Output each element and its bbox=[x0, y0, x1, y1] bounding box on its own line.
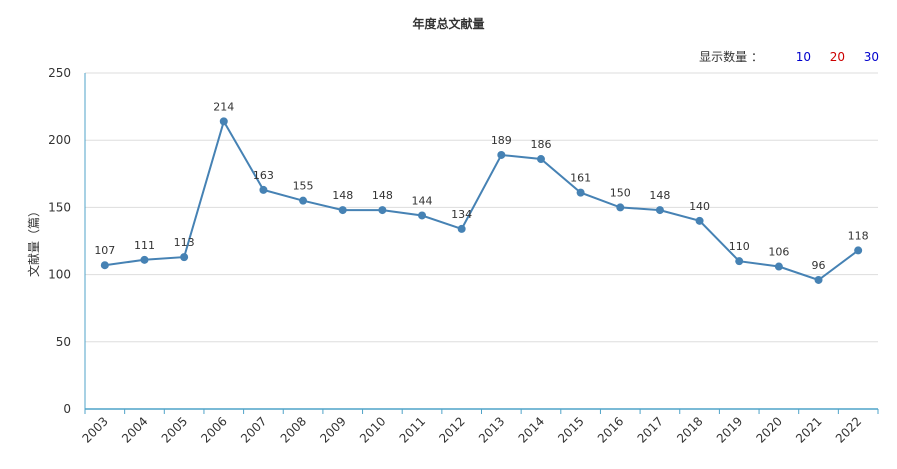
x-tick-label: 2017 bbox=[635, 414, 666, 445]
x-tick-label: 2011 bbox=[397, 414, 428, 445]
data-point[interactable] bbox=[100, 261, 109, 270]
data-point[interactable] bbox=[774, 262, 783, 271]
data-label: 148 bbox=[372, 189, 393, 202]
data-point[interactable] bbox=[338, 206, 347, 215]
data-label: 161 bbox=[570, 172, 591, 185]
data-label: 214 bbox=[213, 100, 234, 113]
x-tick-label: 2006 bbox=[198, 414, 229, 445]
x-tick-label: 2004 bbox=[119, 414, 150, 445]
data-label: 189 bbox=[491, 134, 512, 147]
data-point[interactable] bbox=[259, 185, 268, 194]
x-tick-label: 2003 bbox=[79, 414, 110, 445]
data-label: 111 bbox=[134, 239, 155, 252]
data-label: 107 bbox=[94, 244, 115, 257]
data-label: 106 bbox=[768, 246, 789, 259]
data-point[interactable] bbox=[616, 203, 625, 212]
data-point[interactable] bbox=[814, 275, 823, 284]
series-line bbox=[104, 118, 859, 282]
display-count-selector: 显示数量 ： 10 20 30 bbox=[699, 48, 879, 65]
data-point[interactable] bbox=[180, 253, 189, 262]
display-count-20-link[interactable]: 20 bbox=[829, 50, 845, 64]
x-tick-label: 2019 bbox=[714, 414, 745, 445]
chart-title: 年度总文献量 bbox=[412, 17, 485, 31]
data-label: 163 bbox=[253, 169, 274, 182]
x-tick-label: 2012 bbox=[436, 414, 467, 445]
data-point[interactable] bbox=[378, 206, 387, 215]
data-label: 140 bbox=[689, 200, 710, 213]
x-tick-label: 2014 bbox=[516, 414, 547, 445]
data-label: 113 bbox=[174, 236, 195, 249]
x-tick-label: 2022 bbox=[833, 414, 864, 445]
display-count-10-link[interactable]: 10 bbox=[795, 50, 811, 64]
data-point[interactable] bbox=[695, 216, 704, 225]
display-count-label: 显示数量 ： bbox=[699, 50, 763, 64]
data-label: 134 bbox=[451, 208, 472, 221]
data-point[interactable] bbox=[140, 255, 149, 264]
data-label: 148 bbox=[332, 189, 353, 202]
data-point[interactable] bbox=[219, 117, 228, 126]
data-label: 110 bbox=[729, 240, 750, 253]
data-point[interactable] bbox=[457, 224, 466, 233]
x-tick-label: 2009 bbox=[317, 414, 348, 445]
axes bbox=[84, 73, 878, 410]
x-tick-label: 2010 bbox=[357, 414, 388, 445]
x-tick-label: 2018 bbox=[674, 414, 705, 445]
data-label: 150 bbox=[610, 186, 631, 199]
y-tick-label: 200 bbox=[48, 133, 71, 147]
grid-lines bbox=[85, 72, 878, 343]
x-axis-ticks: 2003 2004 2005 2006 2007 2008 2009 2010 2011 2012… bbox=[79, 409, 879, 446]
x-tick-label: 2020 bbox=[753, 414, 784, 445]
data-label: 118 bbox=[848, 229, 869, 242]
x-tick-label: 2015 bbox=[555, 414, 586, 445]
data-points bbox=[100, 117, 863, 284]
data-point[interactable] bbox=[576, 188, 585, 197]
data-point[interactable] bbox=[299, 196, 308, 205]
y-tick-label: 50 bbox=[56, 335, 71, 349]
data-point[interactable] bbox=[735, 257, 744, 266]
data-label: 148 bbox=[649, 189, 670, 202]
y-tick-label: 250 bbox=[48, 66, 71, 80]
data-point[interactable] bbox=[854, 246, 863, 255]
x-tick-label: 2016 bbox=[595, 414, 626, 445]
data-label: 144 bbox=[412, 194, 433, 207]
x-tick-label: 2013 bbox=[476, 414, 507, 445]
data-label: 155 bbox=[293, 180, 314, 193]
data-point[interactable] bbox=[655, 206, 664, 215]
data-label: 186 bbox=[530, 138, 551, 151]
x-tick-label: 2007 bbox=[238, 414, 269, 445]
data-point[interactable] bbox=[497, 150, 506, 159]
y-axis-label: 文献量（篇） bbox=[26, 205, 41, 277]
display-count-30-link[interactable]: 30 bbox=[863, 50, 879, 64]
data-point[interactable] bbox=[418, 211, 427, 220]
data-point[interactable] bbox=[536, 155, 545, 164]
y-axis-ticks: 0 50 100 150 200 250 bbox=[48, 66, 71, 416]
x-tick-label: 2008 bbox=[278, 414, 309, 445]
y-tick-label: 100 bbox=[48, 268, 71, 282]
y-tick-label: 150 bbox=[48, 200, 71, 214]
data-label: 96 bbox=[812, 259, 826, 272]
x-tick-label: 2021 bbox=[793, 414, 824, 445]
y-tick-label: 0 bbox=[63, 402, 71, 416]
x-tick-label: 2005 bbox=[159, 414, 190, 445]
data-labels: 107 111 113 214 163 155 148 148 144 134 189 186 161 1… bbox=[94, 100, 868, 272]
